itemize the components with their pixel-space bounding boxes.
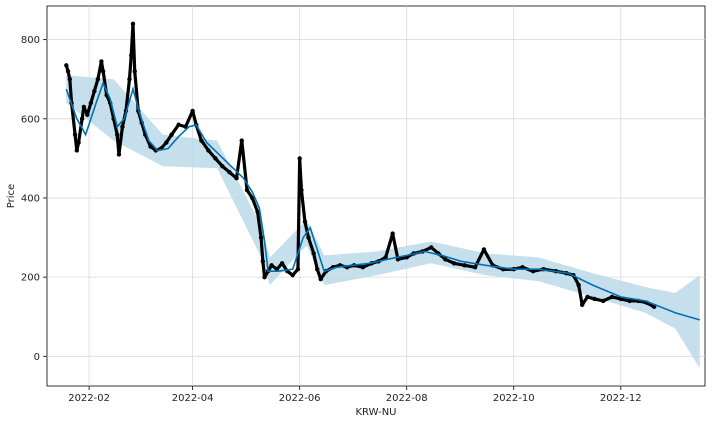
y-tick-label: 800 [21,35,40,46]
observation-trace [131,22,137,73]
x-tick-label: 2022-12 [600,393,642,404]
observation-trace [299,188,307,224]
y-tick-label: 400 [21,193,40,204]
y-tick-label: 600 [21,114,40,125]
observation-trace [69,101,77,137]
observation-trace [68,77,74,105]
observation-trace [112,117,119,137]
observation-trace [117,125,125,157]
observation-trace [191,109,198,127]
observation-trace [384,232,395,259]
observation-trace [124,77,132,113]
x-tick-label: 2022-02 [68,393,110,404]
y-axis-label: Price [6,184,17,208]
x-tick-label: 2022-10 [493,393,535,404]
data-point [651,304,657,310]
forecast-line [65,81,700,321]
observation-trace [391,232,400,261]
observation-trace [76,117,84,145]
uncertainty-band [66,75,700,369]
x-tick-label: 2022-08 [386,393,428,404]
observation-trace [259,235,265,263]
observation-trace [577,283,584,307]
x-tick-label: 2022-06 [279,393,321,404]
observation-trace [250,196,260,214]
observation-trace [303,220,311,240]
observation-trace [298,156,304,192]
axis-ticks: 2022-02 2022-04 2022-06 2022-08 2022-10 2022-… [21,35,642,404]
plot-area [46,5,706,387]
observation-trace [127,53,133,81]
observation-trace [108,101,116,121]
x-axis-label: KRW-NU [356,407,397,418]
observation-trace [312,251,319,271]
y-tick-label: 0 [34,352,40,363]
observation-trace [255,210,263,240]
y-tick-label: 200 [21,273,40,284]
forecast-series-line [65,81,700,321]
x-tick-label: 2022-04 [172,393,214,404]
observation-trace [482,247,495,267]
grid-lines [47,6,705,386]
observation-trace [306,235,316,255]
observation-trace [184,109,195,129]
confidence-band [66,75,700,369]
